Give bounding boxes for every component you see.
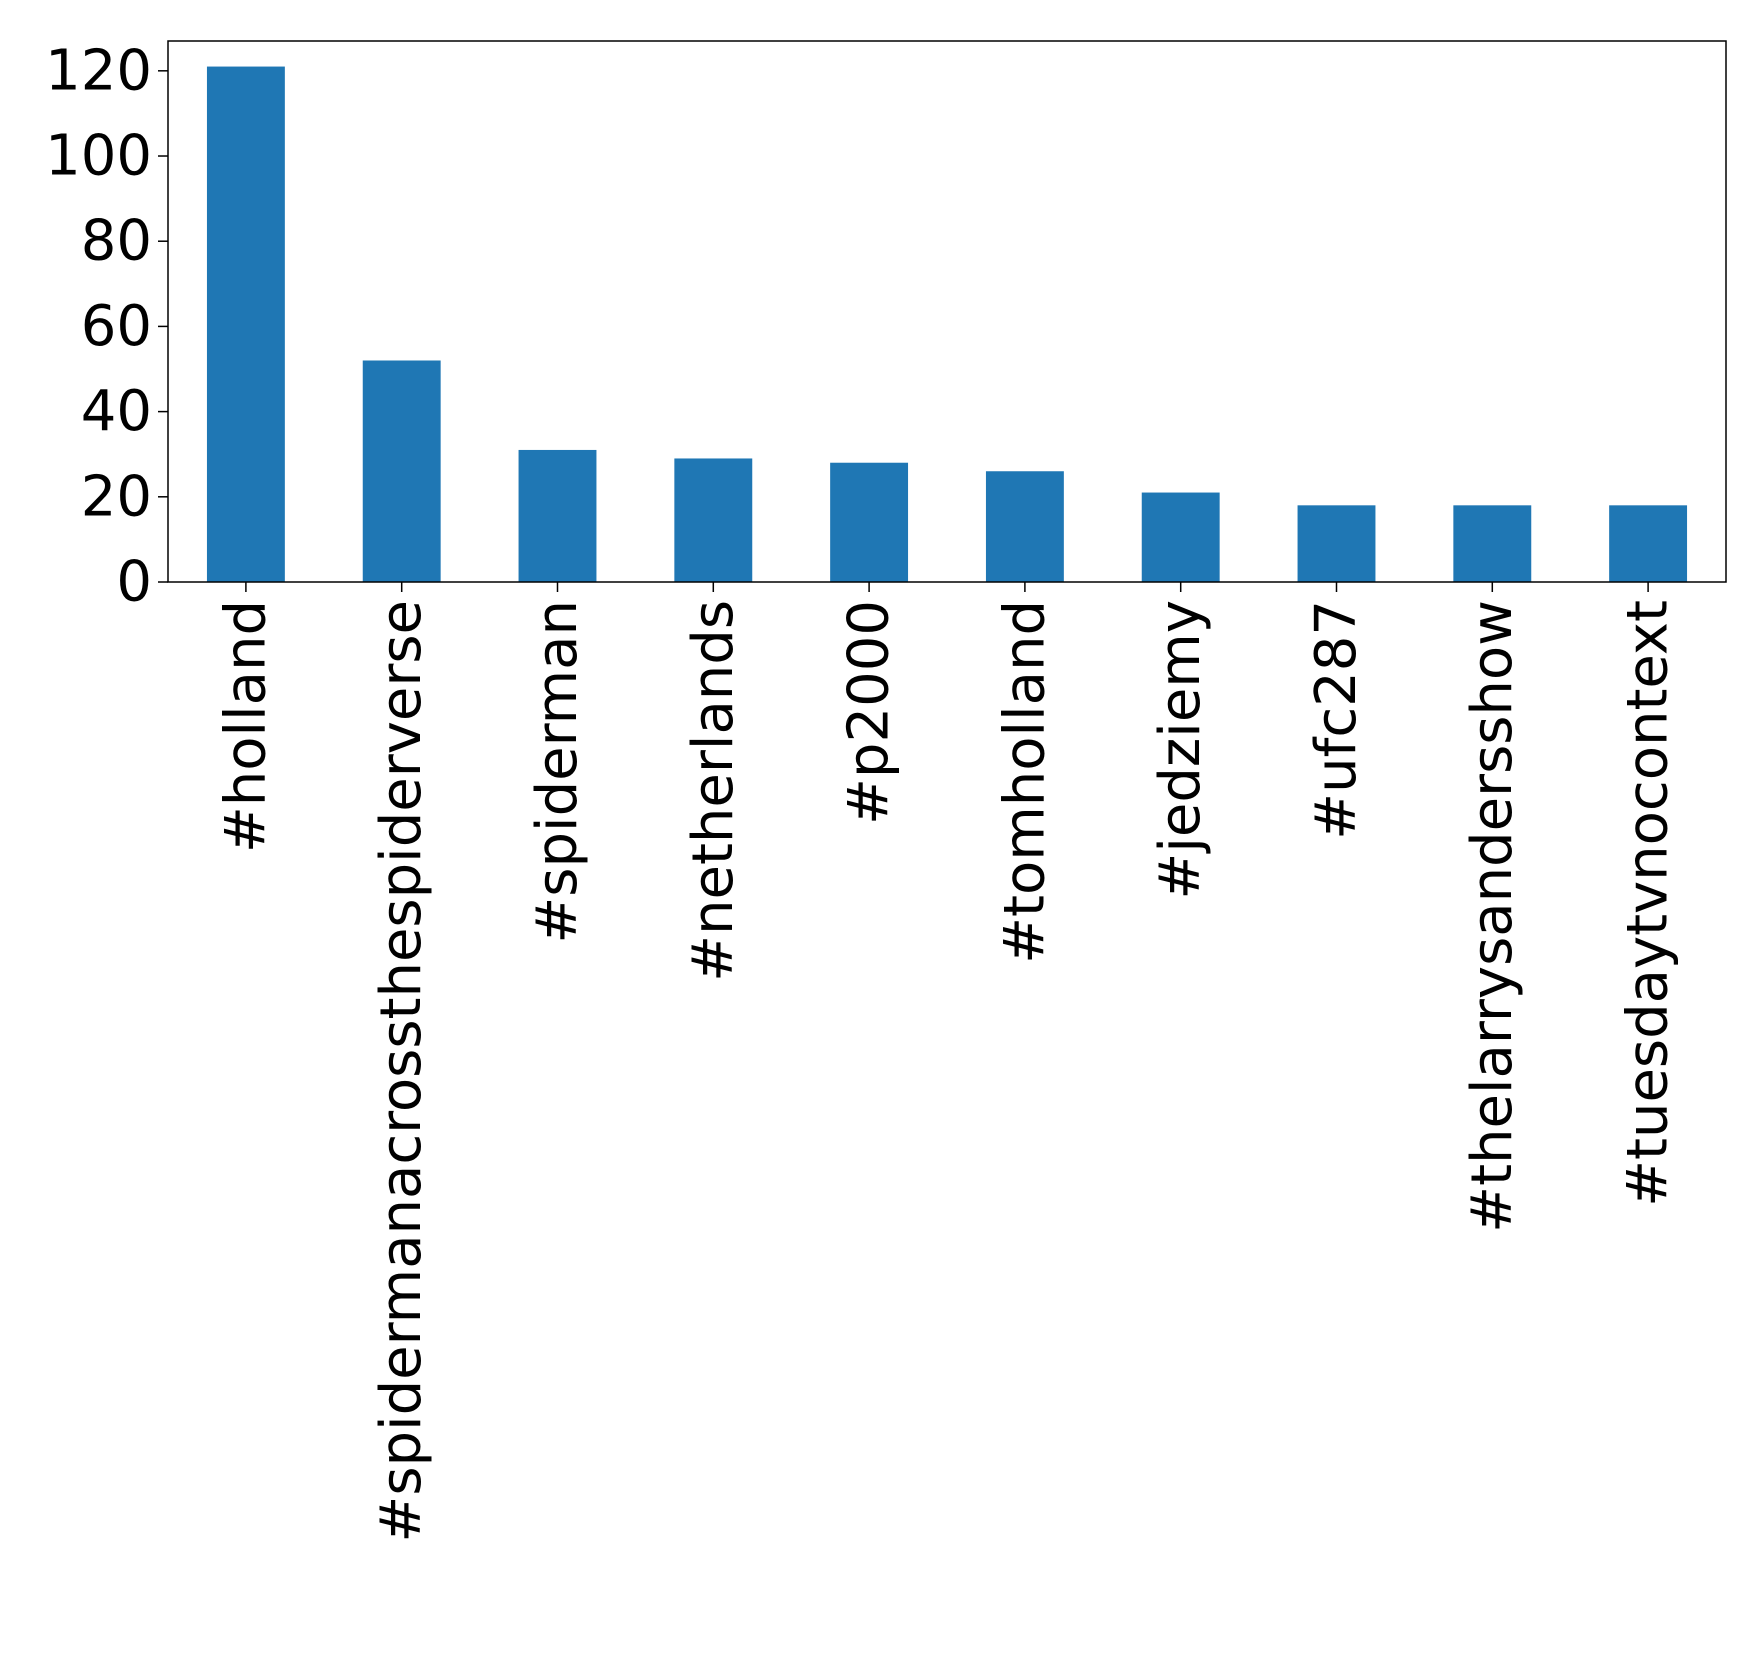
x-tick-label: #tuesdaytvnocontext	[1616, 600, 1681, 1207]
y-tick-label: 60	[81, 294, 152, 359]
x-tick-label: #spiderman	[525, 600, 590, 944]
bar-holland	[206, 66, 285, 582]
y-tick-label: 120	[45, 38, 152, 103]
bar-jedziemy	[1141, 492, 1220, 582]
x-tick-label: #tomholland	[992, 600, 1057, 964]
x-tick-label: #holland	[213, 600, 278, 853]
bar-thelarrysandersshow	[1453, 505, 1532, 582]
y-tick-label: 20	[81, 464, 152, 529]
bar-ufc287	[1297, 505, 1376, 582]
y-tick-label: 80	[81, 209, 152, 274]
bar-tomholland	[985, 471, 1064, 582]
bar-p2000	[830, 462, 909, 582]
x-tick-label: #ufc287	[1304, 600, 1369, 840]
plot-frame	[167, 40, 1727, 583]
bar-netherlands	[674, 458, 753, 582]
x-tick-label: #p2000	[837, 600, 902, 825]
x-tick-label: #jedziemy	[1148, 600, 1213, 900]
x-axis: #holland #spidermanacrossthespiderverse #s…	[213, 582, 1681, 1543]
x-tick-label: #thelarrysandersshow	[1460, 600, 1525, 1233]
y-tick-label: 40	[81, 379, 152, 444]
y-tick-label: 100	[45, 124, 152, 189]
bars-group	[206, 66, 1688, 582]
bar-spiderman	[518, 449, 597, 582]
x-tick-label: #netherlands	[681, 600, 746, 982]
y-axis: 0 20 40 60 80 100 120	[45, 38, 168, 615]
x-tick-label: #spidermanacrossthespiderverse	[369, 600, 434, 1543]
bar-spidermanacrossthespiderverse	[362, 360, 441, 582]
y-tick-label: 0	[116, 550, 152, 615]
bar-tuesdaytvnocontext	[1609, 505, 1688, 582]
